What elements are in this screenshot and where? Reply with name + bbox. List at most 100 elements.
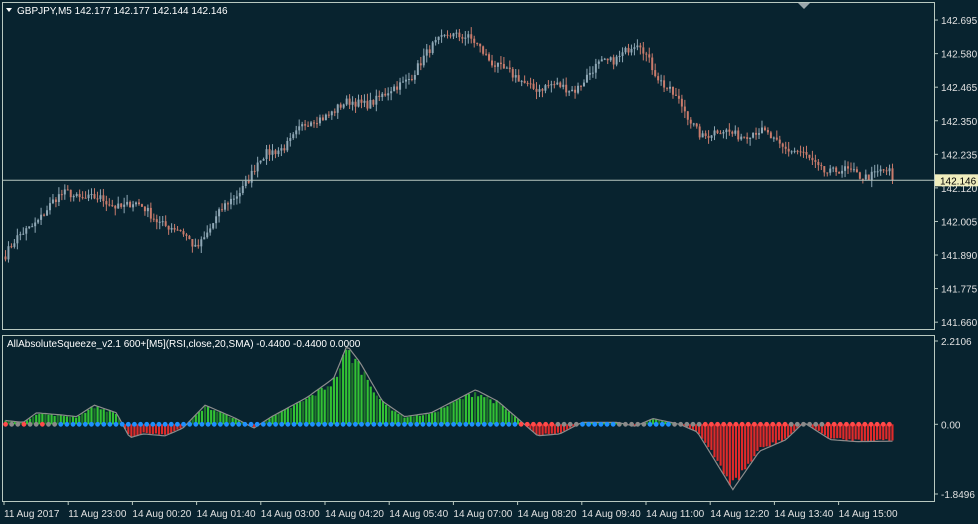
histogram-bar: [774, 424, 777, 444]
histogram-bar: [741, 424, 744, 471]
squeeze-dot: [15, 421, 21, 427]
histogram-bar: [41, 413, 44, 425]
candle-body: [775, 137, 778, 140]
histogram-bar: [768, 424, 771, 447]
candle-body: [87, 194, 90, 199]
histogram-bar: [863, 424, 866, 441]
candle-body: [499, 62, 502, 64]
candle-body: [16, 235, 19, 244]
candle-body: [588, 72, 591, 75]
candle-body: [577, 85, 580, 93]
squeeze-dot: [432, 421, 438, 427]
candle-body: [470, 34, 473, 39]
candle-body: [363, 100, 366, 103]
squeeze-dot: [567, 421, 573, 427]
squeeze-dot: [481, 421, 487, 427]
candle-body: [876, 171, 879, 173]
squeeze-dot: [285, 421, 291, 427]
histogram-bar: [529, 424, 532, 430]
squeeze-dot: [801, 421, 806, 427]
candle-body: [333, 111, 336, 113]
squeeze-dot: [21, 421, 27, 427]
candle-body: [710, 135, 713, 138]
histogram-bar: [102, 409, 105, 425]
squeeze-dot: [144, 421, 150, 427]
candle-body: [369, 99, 372, 109]
histogram-bar: [461, 399, 464, 425]
squeeze-dot: [205, 421, 211, 427]
candle-body: [609, 57, 612, 61]
candle-body: [657, 76, 660, 81]
histogram-bar: [655, 419, 658, 425]
candle-body: [787, 148, 790, 152]
histogram-bar: [240, 421, 243, 425]
candle-body: [149, 207, 152, 219]
candle-body: [215, 216, 218, 224]
candle-body: [467, 34, 470, 38]
histogram-bar: [489, 399, 492, 425]
histogram-bar: [474, 392, 477, 425]
candle-body: [755, 132, 758, 135]
candle-body: [743, 136, 746, 138]
time-tick-label: 14 Aug 07:00: [453, 509, 512, 520]
candle-body: [40, 214, 43, 220]
squeeze-dot: [297, 421, 303, 427]
squeeze-dot: [856, 421, 862, 427]
histogram-bar: [495, 400, 498, 425]
candle-body: [173, 227, 176, 230]
histogram-bar: [510, 414, 513, 425]
candle-body: [669, 86, 672, 89]
candle-body: [491, 60, 494, 66]
candle-body: [348, 98, 351, 105]
histogram-bar: [176, 424, 179, 430]
histogram-bar: [415, 414, 418, 425]
squeeze-dot: [819, 421, 825, 427]
candle-body: [520, 80, 523, 82]
squeeze-dot: [334, 421, 340, 427]
histogram-bar: [167, 424, 170, 435]
squeeze-dot: [739, 421, 745, 427]
histogram-bar: [652, 419, 655, 425]
candle-body: [7, 246, 10, 260]
histogram-bar: [756, 424, 759, 451]
candle-body: [265, 149, 268, 159]
histogram-bar: [139, 424, 142, 435]
histogram-bar: [409, 416, 412, 425]
indicator-axis: 2.2106 0.00 -1.8496: [934, 337, 975, 501]
histogram-bar: [535, 424, 538, 435]
candle-body: [271, 150, 274, 155]
candle-body: [72, 195, 75, 198]
histogram-bar: [93, 408, 96, 425]
squeeze-dot: [886, 421, 892, 427]
histogram-bar: [566, 424, 569, 430]
histogram-bar: [790, 424, 793, 435]
histogram-bar: [437, 411, 440, 425]
histogram-bar: [191, 418, 194, 425]
squeeze-dot: [831, 421, 837, 427]
candle-body: [126, 201, 129, 205]
candle-body: [701, 133, 704, 138]
histogram-bar: [833, 424, 836, 439]
candle-body: [814, 160, 817, 162]
candle-body: [318, 117, 321, 124]
candle-body: [259, 160, 262, 163]
histogram-bar: [151, 424, 154, 435]
candle-body: [390, 91, 393, 94]
candle-body: [161, 221, 164, 223]
shift-marker-icon[interactable]: [798, 3, 810, 9]
candle-body: [591, 72, 594, 74]
histogram-bar: [194, 415, 197, 425]
histogram-bar: [35, 414, 38, 425]
squeeze-dot: [340, 421, 346, 427]
squeeze-dot: [623, 421, 628, 427]
price-tick-label: 142.350: [941, 117, 978, 128]
symbol-dropdown-icon[interactable]: [6, 8, 12, 12]
candle-body: [437, 36, 440, 41]
time-tick-label: 11 Aug 2017: [4, 509, 60, 520]
histogram-bar: [762, 424, 765, 448]
candle-body: [698, 126, 701, 138]
squeeze-dot: [868, 421, 874, 427]
candle-body: [820, 165, 823, 167]
squeeze-dot: [162, 421, 168, 427]
